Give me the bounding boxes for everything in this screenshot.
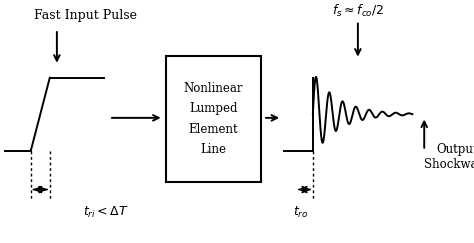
Text: $t_{ro}$: $t_{ro}$ <box>293 205 309 220</box>
Text: Lumped: Lumped <box>189 103 237 115</box>
Text: $t_{ri} < \Delta T$: $t_{ri} < \Delta T$ <box>83 205 128 220</box>
Text: Element: Element <box>189 123 238 136</box>
Text: Fast Input Pulse: Fast Input Pulse <box>34 9 137 22</box>
Text: $f_s \approx f_{co}/2$: $f_s \approx f_{co}/2$ <box>332 3 384 19</box>
Text: Nonlinear: Nonlinear <box>183 82 243 95</box>
Bar <box>166 56 261 182</box>
Text: Output
Shockwave: Output Shockwave <box>424 143 474 171</box>
Text: Line: Line <box>201 143 226 156</box>
